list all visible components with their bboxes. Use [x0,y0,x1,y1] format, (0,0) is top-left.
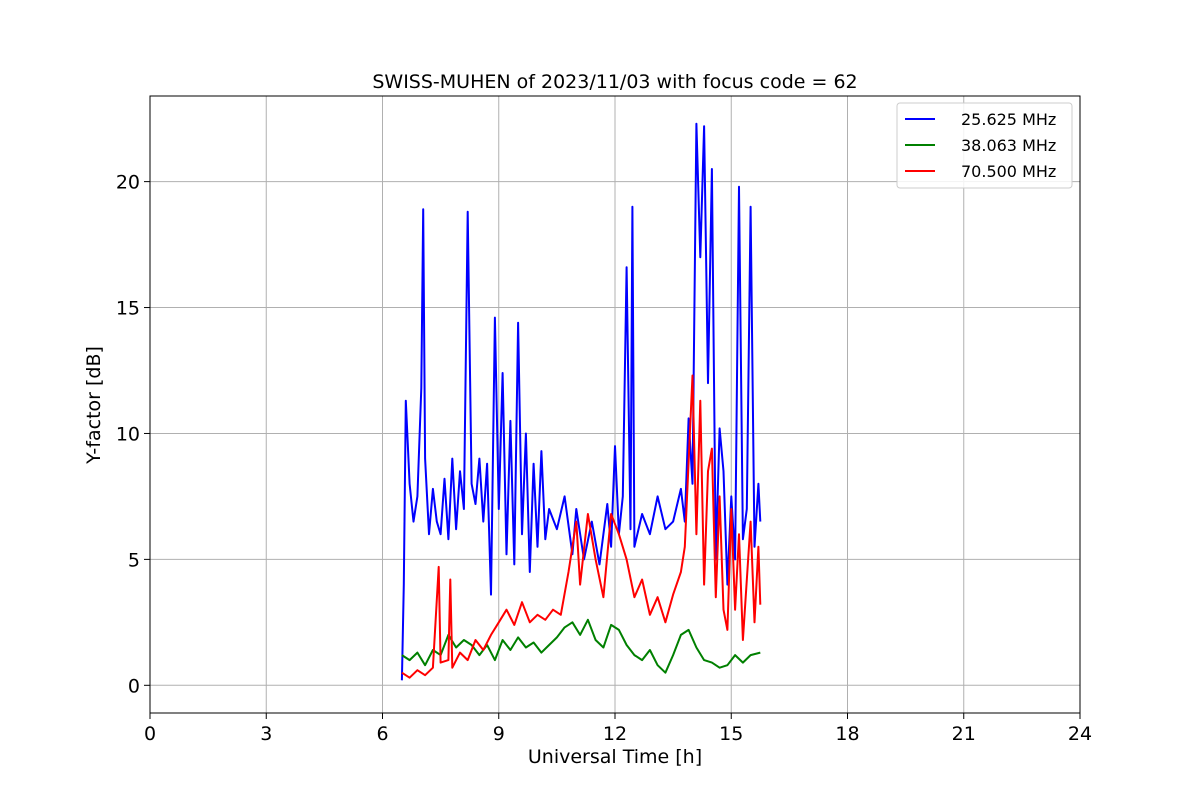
y-tick-label: 0 [128,675,140,697]
series-line-3 [401,374,762,679]
x-tick-label: 3 [260,723,272,745]
legend-label: 70.500 MHz [961,162,1056,181]
legend-label: 38.063 MHz [961,136,1056,155]
y-tick-label: 15 [116,298,140,320]
x-tick-label: 12 [603,723,627,745]
x-tick-label: 18 [835,723,859,745]
x-tick-label: 24 [1068,723,1092,745]
series-line-2 [401,618,761,674]
x-tick-label: 6 [376,723,388,745]
legend-box [896,102,1073,189]
x-axis: 0 3 6 9 12 15 18 21 24 [144,713,1092,745]
y-tick-label: 5 [128,549,140,571]
series-line-1 [400,122,762,681]
plot-series [400,122,762,681]
x-tick-label: 9 [493,723,505,745]
x-axis-label: Universal Time [h] [528,746,702,768]
x-tick-label: 0 [144,723,156,745]
legend: 25.625 MHz 38.063 MHz 70.500 MHz [896,102,1073,189]
x-tick-label: 21 [952,723,976,745]
y-tick-label: 10 [116,423,140,445]
x-tick-label: 15 [719,723,743,745]
chart-title: SWISS-MUHEN of 2023/11/03 with focus cod… [372,71,857,93]
grid-lines [149,96,1081,713]
y-tick-label: 20 [116,172,140,194]
y-axis: 0 5 10 15 20 [116,172,150,697]
legend-label: 25.625 MHz [961,110,1056,129]
y-axis-label: Y-factor [dB] [83,346,105,465]
